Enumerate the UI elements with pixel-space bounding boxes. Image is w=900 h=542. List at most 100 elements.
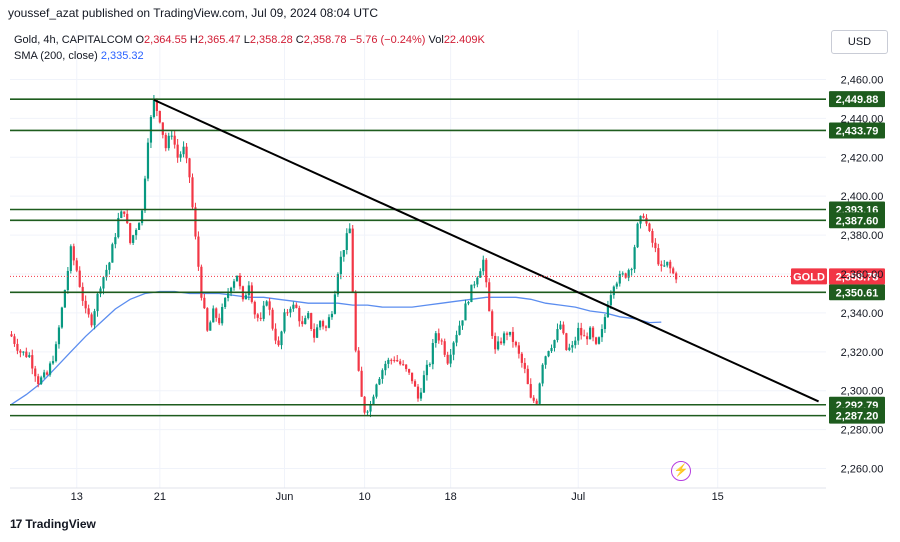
candle-body (19, 350, 22, 353)
candle (384, 360, 387, 376)
sma-label[interactable]: SMA (200, close) (14, 50, 98, 62)
candle-body (514, 341, 518, 346)
candle (597, 336, 601, 345)
candle-body (135, 229, 138, 236)
candle (111, 242, 114, 263)
candle-body (126, 213, 129, 224)
candle-body (428, 364, 431, 366)
candle-body (384, 363, 387, 371)
candle-body (256, 314, 259, 318)
candle-body (93, 311, 96, 326)
candle-body (532, 397, 535, 401)
candle-body (390, 359, 393, 361)
candle-body (161, 122, 164, 135)
x-tick-label: 18 (445, 491, 457, 503)
candle-body (666, 261, 669, 266)
level-line: 2,433.79 (10, 122, 885, 139)
candle (10, 331, 13, 338)
candle-body (45, 372, 49, 375)
y-tick-label: 2,420.00 (841, 152, 884, 164)
candle-body (562, 324, 565, 334)
candle (541, 363, 544, 387)
candle-body (511, 331, 515, 342)
trendline[interactable] (153, 98, 819, 403)
candle (19, 349, 22, 358)
candle (203, 293, 206, 310)
candle (90, 312, 93, 328)
candle-body (583, 335, 586, 337)
candle (34, 365, 37, 382)
lightning-icon[interactable]: ⚡ (671, 461, 691, 481)
candle (499, 337, 503, 346)
candle-body (146, 142, 150, 179)
candle (143, 175, 147, 213)
candle-body (366, 411, 369, 413)
candle-body (28, 355, 31, 357)
candle (348, 223, 351, 234)
candle (197, 231, 200, 271)
candle-body (48, 363, 52, 375)
candle (351, 224, 354, 293)
close-label: C (295, 34, 304, 46)
horizontal-levels[interactable]: 2,449.882,433.792,393.162,387.602,350.61… (10, 91, 885, 424)
candle-body (636, 223, 639, 248)
symbol-label[interactable]: Gold, 4h, CAPITALCOM (14, 34, 133, 46)
candle (482, 255, 485, 276)
candle-body (345, 233, 348, 251)
candle (137, 222, 141, 230)
candle-body (259, 317, 262, 319)
candle (176, 138, 179, 163)
candle (657, 243, 660, 266)
candle-body (22, 351, 25, 353)
candle-body (387, 359, 390, 364)
candle (627, 268, 630, 282)
candle-body (206, 308, 209, 331)
candle (586, 332, 589, 345)
candle (212, 305, 215, 323)
candle (396, 354, 399, 362)
level-badge (829, 407, 885, 424)
candle (321, 319, 325, 330)
candle (120, 210, 123, 219)
candle-body (520, 353, 523, 363)
candle-body (571, 345, 574, 348)
currency-button[interactable]: USD (831, 30, 888, 54)
candle-body (606, 305, 610, 318)
candle-body (313, 329, 316, 338)
candle (31, 349, 34, 375)
level-line: 2,449.88 (10, 91, 885, 108)
price-axis[interactable]: 2,260.00 2,280.00 2,300.00 2,320.00 2,340.00… (841, 74, 884, 475)
candle-body (333, 294, 337, 314)
candle (313, 323, 316, 343)
candle-body (541, 364, 544, 384)
plot-area (10, 30, 826, 488)
level-badge (829, 122, 885, 139)
candle-body (120, 211, 123, 218)
candle (268, 297, 271, 316)
candle (630, 267, 633, 276)
candle-body (37, 376, 40, 385)
candle-body (238, 275, 242, 287)
candle (651, 228, 654, 248)
candle-body (375, 384, 378, 397)
candle-body (16, 343, 19, 351)
candle (185, 142, 188, 164)
candle-body (167, 135, 170, 149)
candle (105, 264, 108, 281)
candle-body (502, 333, 506, 344)
candle-body (357, 350, 360, 371)
candle (48, 361, 52, 377)
candle-body (660, 264, 663, 266)
candle (324, 325, 328, 332)
candle (274, 323, 277, 345)
candle (428, 362, 431, 368)
candle-body (250, 285, 253, 302)
candle-body (143, 178, 147, 211)
candle (591, 326, 595, 342)
time-axis[interactable]: 13 21 Jun 10 18 Jul 15 (10, 487, 826, 503)
candle (232, 278, 236, 291)
candle-body (526, 368, 529, 385)
candle (342, 249, 345, 262)
candle-body (31, 355, 34, 369)
